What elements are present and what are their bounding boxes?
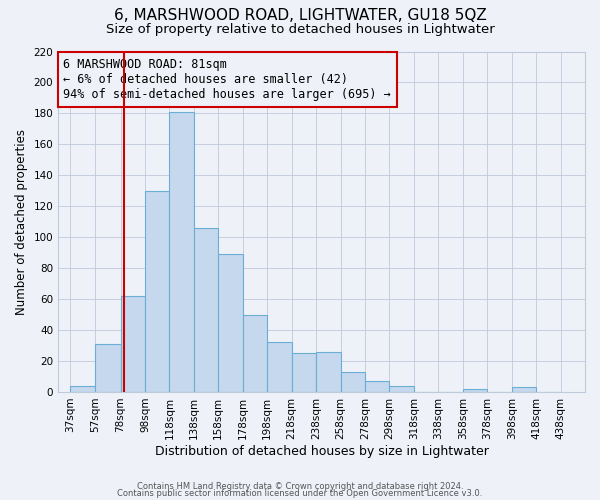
Bar: [292, 354, 316, 392]
Text: Size of property relative to detached houses in Lightwater: Size of property relative to detached ho…: [106, 22, 494, 36]
Text: Contains public sector information licensed under the Open Government Licence v3: Contains public sector information licen…: [118, 488, 482, 498]
Text: 6 MARSHWOOD ROAD: 81sqm
← 6% of detached houses are smaller (42)
94% of semi-det: 6 MARSHWOOD ROAD: 81sqm ← 6% of detached…: [64, 58, 391, 102]
Bar: [218, 254, 243, 392]
Bar: [121, 296, 145, 392]
Bar: [316, 352, 341, 392]
Bar: [463, 389, 487, 392]
Text: 6, MARSHWOOD ROAD, LIGHTWATER, GU18 5QZ: 6, MARSHWOOD ROAD, LIGHTWATER, GU18 5QZ: [113, 8, 487, 22]
Bar: [341, 372, 365, 392]
Bar: [512, 388, 536, 392]
Bar: [194, 228, 218, 392]
Bar: [389, 386, 414, 392]
Bar: [365, 381, 389, 392]
Bar: [145, 191, 169, 392]
Bar: [70, 386, 95, 392]
Bar: [243, 314, 267, 392]
Bar: [267, 342, 292, 392]
Text: Contains HM Land Registry data © Crown copyright and database right 2024.: Contains HM Land Registry data © Crown c…: [137, 482, 463, 491]
Y-axis label: Number of detached properties: Number of detached properties: [15, 128, 28, 314]
Bar: [95, 344, 121, 392]
Bar: [169, 112, 194, 392]
X-axis label: Distribution of detached houses by size in Lightwater: Distribution of detached houses by size …: [155, 444, 488, 458]
